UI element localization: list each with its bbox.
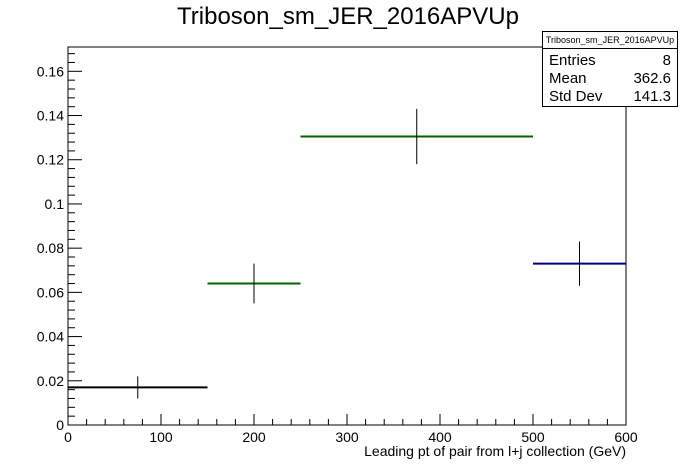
y-tick-label: 0.04 [37, 329, 64, 345]
y-tick-label: 0.14 [37, 108, 64, 124]
y-tick-label: 0.02 [37, 373, 64, 389]
stats-mean-value: 362.6 [633, 70, 671, 87]
x-axis-label: Leading pt of pair from l+j collection (… [364, 443, 626, 459]
x-tick-label: 0 [64, 429, 72, 445]
stats-title: Triboson_sm_JER_2016APVUp [543, 32, 677, 49]
x-tick-label: 200 [242, 429, 266, 445]
stats-mean-label: Mean [549, 70, 587, 87]
stats-entries-value: 8 [662, 52, 671, 69]
y-tick-label: 0.12 [37, 152, 64, 168]
stats-stddev-label: Std Dev [549, 88, 603, 105]
x-tick-label: 300 [335, 429, 359, 445]
y-tick-label: 0.16 [37, 63, 64, 79]
y-tick-label: 0.1 [45, 196, 65, 212]
y-tick-label: 0.06 [37, 284, 64, 300]
stats-box: Triboson_sm_JER_2016APVUp Entries 8 Mean… [542, 31, 678, 107]
stats-entries-label: Entries [549, 52, 596, 69]
stats-stddev-row: Std Dev 141.3 [549, 87, 671, 106]
x-tick-label: 600 [614, 429, 638, 445]
chart-title: Triboson_sm_JER_2016APVUp [177, 3, 519, 30]
stats-stddev-value: 141.3 [633, 88, 671, 105]
stats-entries-row: Entries 8 [549, 51, 671, 70]
x-tick-label: 500 [521, 429, 545, 445]
y-axis: 0 0.02 0.04 0.06 0.08 0.1 0.12 0.14 0.16 [37, 53, 82, 433]
histogram-bins [68, 108, 626, 399]
x-axis: 0 100 200 300 400 500 600 [64, 414, 638, 445]
x-tick-label: 400 [428, 429, 452, 445]
y-tick-label: 0.08 [37, 240, 64, 256]
y-tick-label: 0 [56, 417, 64, 433]
x-tick-label: 100 [149, 429, 173, 445]
stats-mean-row: Mean 362.6 [549, 69, 671, 88]
